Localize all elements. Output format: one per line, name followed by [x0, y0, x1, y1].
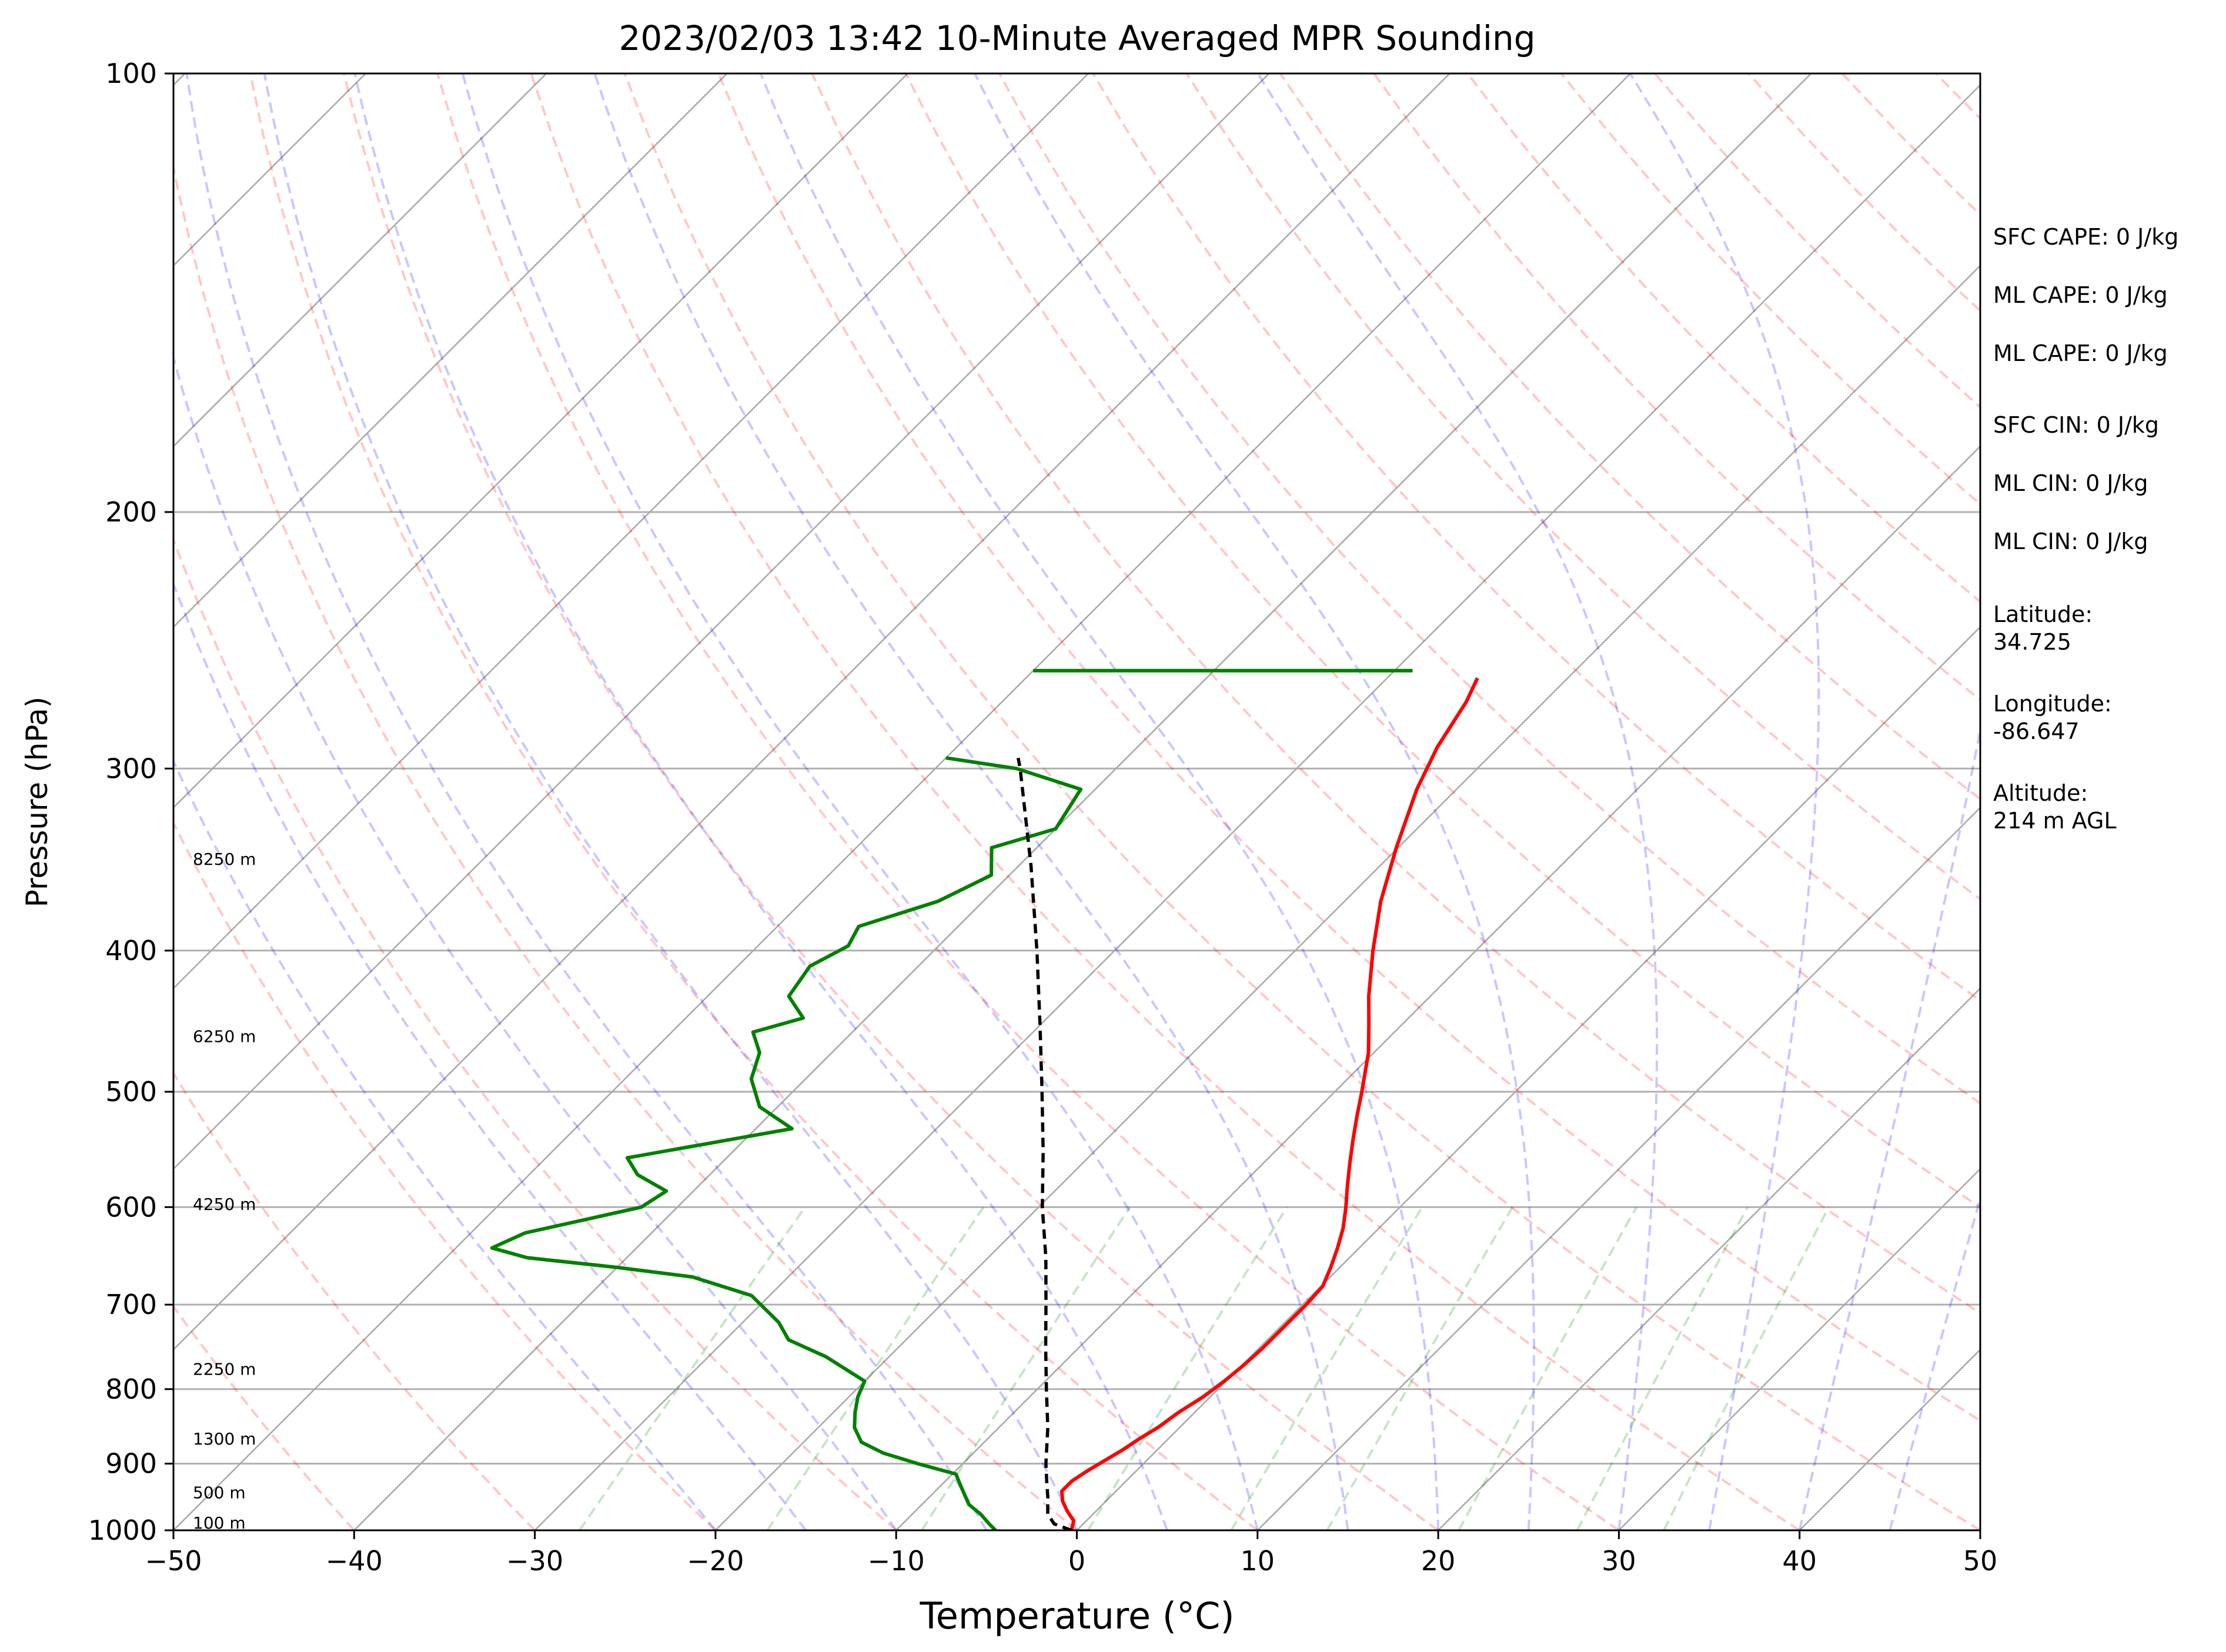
moist-adiabat-line	[974, 73, 1535, 1530]
isotherm-line	[173, 73, 908, 809]
dry-adiabat-line	[717, 73, 1980, 1423]
moist-adiabat-line	[353, 73, 1169, 1530]
mixing-ratio-line	[1458, 1206, 1638, 1530]
y-tick-label: 500	[105, 1076, 157, 1108]
isotherm-line	[1256, 807, 1980, 1530]
dry-adiabat-line	[1373, 73, 1980, 701]
x-axis-ticks: −50 −40 −30 −20 −10 0 10 20 30 40 50	[145, 1530, 1997, 1577]
y-tick-label: 1000	[88, 1514, 157, 1546]
dry-adiabat-line	[173, 161, 1078, 1530]
height-labels: 100 m 500 m 1300 m 2250 m 4250 m 6250 m 8250 m	[193, 850, 256, 1533]
x-tick-label: 0	[1068, 1545, 1085, 1577]
dry-adiabat-line	[436, 73, 1620, 1530]
stat-ml-cin: ML CIN: 0 J/kg	[1993, 470, 2148, 496]
moist-adiabat-line	[263, 73, 1078, 1530]
dry-adiabat-line	[342, 73, 1439, 1530]
chart-title: 2023/02/03 13:42 10-Minute Averaged MPR …	[619, 18, 1535, 58]
stat-sfc-cape: SFC CAPE: 0 J/kg	[1993, 224, 2179, 250]
stat-ml-cape: ML CAPE: 0 J/kg	[1993, 282, 2168, 308]
height-label: 8250 m	[193, 850, 256, 869]
moist-adiabat-line	[759, 73, 1440, 1530]
isotherm-line	[1618, 1168, 1980, 1530]
y-tick-label: 600	[105, 1191, 157, 1223]
isotherm-line	[715, 265, 1980, 1530]
dewpoint-line	[490, 756, 1083, 1530]
isotherm-line	[173, 73, 1631, 1530]
mixing-ratio-line	[1663, 1206, 1830, 1530]
x-tick-label: 40	[1782, 1545, 1817, 1577]
height-label: 2250 m	[193, 1360, 256, 1379]
isotherm-line	[534, 83, 1980, 1530]
stat-longitude: Longitude: -86.647	[1993, 691, 2112, 744]
x-tick-label: −50	[145, 1545, 202, 1577]
moist-adiabat-line	[1256, 73, 1659, 1530]
y-tick-label: 100	[105, 58, 157, 89]
isotherm-line	[895, 445, 1980, 1530]
isotherm-line	[173, 73, 728, 628]
plot-area	[173, 73, 1980, 1530]
stat-latitude: Latitude: 34.725	[1993, 601, 2093, 655]
moist-adiabat-line	[593, 73, 1349, 1530]
dry-adiabat-line	[530, 73, 1800, 1530]
temperature-line	[1059, 677, 1479, 1530]
mixing-ratio-line	[921, 1206, 1131, 1530]
height-label: 100 m	[193, 1513, 246, 1533]
stat-ml-cape-2: ML CAPE: 0 J/kg	[1993, 340, 2168, 366]
background-reference-lines	[173, 73, 1980, 1530]
y-tick-label: 800	[105, 1373, 157, 1405]
moist-adiabat-line	[1889, 1195, 1980, 1530]
height-label: 500 m	[193, 1483, 246, 1503]
y-tick-label: 900	[105, 1448, 157, 1480]
isotherm-line	[173, 73, 1450, 1351]
x-tick-label: 50	[1963, 1545, 1998, 1577]
mixing-ratio-line	[1087, 1206, 1288, 1530]
isotherm-line	[1438, 987, 1980, 1530]
x-tick-label: −30	[506, 1545, 563, 1577]
x-tick-label: 10	[1241, 1545, 1275, 1577]
isotherm-line	[173, 73, 1270, 1171]
y-tick-label: 300	[105, 753, 157, 784]
moist-adiabat-line	[185, 73, 988, 1530]
mixing-ratio-line	[1576, 1206, 1749, 1530]
dry-adiabat-line	[173, 1304, 355, 1530]
moist-adiabat-line	[1629, 73, 1820, 1530]
x-axis-label: Temperature (°C)	[919, 1594, 1234, 1637]
dry-adiabat-line	[811, 73, 1980, 1315]
dry-adiabat-line	[173, 1071, 536, 1530]
moist-adiabat-line	[173, 353, 897, 1530]
height-label: 6250 m	[193, 1027, 256, 1046]
moist-adiabat-line	[461, 73, 1259, 1530]
x-tick-label: 30	[1602, 1545, 1636, 1577]
dry-adiabat-line	[173, 536, 897, 1530]
mixing-ratio-line	[1326, 1206, 1514, 1530]
moist-adiabat-line	[173, 758, 717, 1530]
y-tick-label: 200	[105, 496, 157, 528]
dry-adiabat-line	[249, 73, 1259, 1530]
y-tick-label: 700	[105, 1289, 157, 1320]
y-axis-ticks: 100 200 300 400 500 600 700 800 900 1000	[88, 58, 173, 1546]
height-label: 1300 m	[193, 1429, 256, 1449]
dry-adiabat-line	[904, 73, 1980, 1209]
stat-sfc-cin: SFC CIN: 0 J/kg	[1993, 412, 2160, 438]
isotherm-line	[353, 73, 1812, 1530]
isotherm-line	[173, 73, 1089, 989]
height-label: 4250 m	[193, 1195, 256, 1214]
y-axis-label: Pressure (hPa)	[20, 697, 54, 908]
stat-ml-cin-2: ML CIN: 0 J/kg	[1993, 529, 2148, 554]
moist-adiabat-line	[173, 580, 807, 1530]
moist-adiabat-line	[1798, 724, 1980, 1530]
x-tick-label: −20	[687, 1545, 744, 1577]
mixing-ratio-line	[578, 1206, 806, 1530]
stat-altitude: Altitude: 214 m AGL	[1993, 780, 2117, 834]
x-tick-label: −40	[326, 1545, 383, 1577]
x-tick-label: −10	[868, 1545, 925, 1577]
isotherm-line	[173, 73, 547, 447]
parcel-line	[1016, 757, 1072, 1530]
x-tick-label: 20	[1421, 1545, 1456, 1577]
y-tick-label: 400	[105, 935, 157, 967]
mixing-ratio-line	[1230, 1206, 1423, 1530]
sounding-profiles	[490, 668, 1479, 1530]
